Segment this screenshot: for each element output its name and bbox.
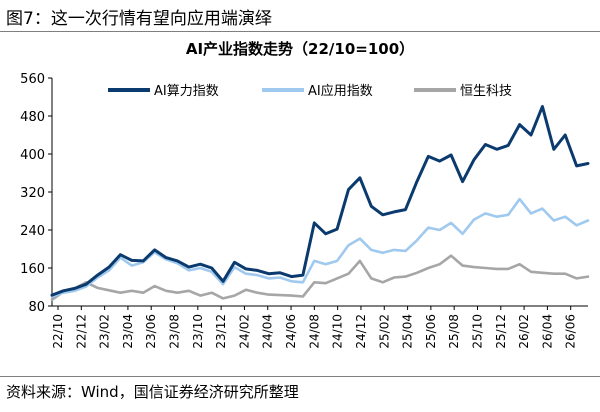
x-tick-label: 24/04: [261, 314, 275, 349]
x-tick-label: 22/10: [51, 314, 65, 349]
x-tick-label: 25/06: [424, 314, 438, 349]
series-layer: [50, 105, 590, 302]
x-tick-label: 23/10: [191, 314, 205, 349]
legend-label: 恒生科技: [460, 84, 512, 99]
x-tick-label: 25/12: [494, 314, 508, 349]
x-tick-label: 23/08: [168, 314, 182, 349]
x-tick-label: 25/02: [377, 314, 391, 349]
x-tick-label: 25/04: [401, 314, 415, 349]
bottom-rule: [0, 376, 600, 377]
figure-label: 图7：这一次行情有望向应用端演绎: [6, 9, 272, 29]
x-tick-label: 26/02: [517, 314, 531, 349]
chart-title: AI产业指数走势（22/10=100）: [186, 40, 414, 58]
x-tick-label: 26/04: [540, 314, 554, 349]
x-tick-label: 24/08: [307, 314, 321, 349]
y-tick-label: 160: [20, 262, 45, 277]
series-line-1: [50, 105, 590, 297]
x-tick-label: 23/06: [144, 314, 158, 349]
x-tick-label: 24/06: [284, 314, 298, 349]
line-chart: AI产业指数走势（22/10=100） AI算力指数 AI应用指数 恒生科技 80 1…: [20, 40, 590, 349]
legend-label: AI应用指数: [308, 83, 373, 99]
x-tick-label: 24/02: [237, 314, 251, 349]
x-tick-label: 24/12: [354, 314, 368, 349]
series-line-3: [50, 254, 590, 302]
y-tick-label: 400: [20, 148, 45, 163]
x-tick-label: 23/04: [121, 314, 135, 349]
y-tick-label: 480: [20, 110, 45, 125]
y-tick-label: 80: [28, 300, 45, 315]
axes: 80 160 240 320 400 480 560 22/10 22/12 23/02 23/04…: [20, 72, 588, 349]
series-line-2: [50, 197, 590, 298]
legend-label: AI算力指数: [154, 84, 219, 99]
x-tick-label: 23/02: [98, 314, 112, 349]
x-tick-label: 25/08: [447, 314, 461, 349]
legend: AI算力指数 AI应用指数 恒生科技: [108, 83, 512, 99]
x-tick-label: 24/10: [331, 314, 345, 349]
y-tick-label: 560: [20, 72, 45, 87]
x-tick-label: 23/12: [214, 314, 228, 349]
y-tick-label: 320: [20, 186, 45, 201]
top-rule: [0, 31, 600, 32]
source-note: 资料来源：Wind，国信证券经济研究所整理: [6, 383, 299, 401]
y-tick-label: 240: [20, 224, 45, 239]
x-tick-label: 25/10: [470, 314, 484, 349]
x-tick-label: 22/12: [74, 314, 88, 349]
x-tick-label: 26/06: [564, 314, 578, 349]
